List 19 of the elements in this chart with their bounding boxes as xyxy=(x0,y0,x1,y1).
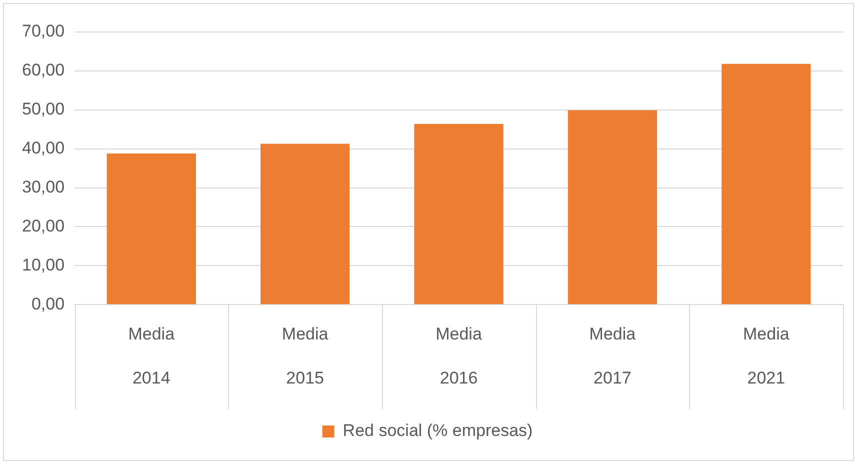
category-label: Media 2017 xyxy=(589,324,636,388)
category-label: Media 2014 xyxy=(128,324,175,388)
category-label: Media 2015 xyxy=(282,324,328,388)
legend-label: Red social (% empresas) xyxy=(342,421,533,440)
bar xyxy=(260,144,350,304)
y-tick-label: 0,00 xyxy=(31,294,65,314)
y-tick-label: 30,00 xyxy=(22,177,65,196)
y-tick-label: 20,00 xyxy=(22,216,65,236)
bar xyxy=(414,124,504,304)
bar xyxy=(568,110,658,304)
bar xyxy=(106,154,196,304)
category-label: Media 2016 xyxy=(436,324,482,388)
y-tick-label: 10,00 xyxy=(22,255,65,274)
y-tick-label: 60,00 xyxy=(22,60,65,80)
bar xyxy=(722,64,811,304)
y-tick-label: 70,00 xyxy=(22,22,65,41)
y-tick-label: 40,00 xyxy=(22,138,65,158)
category-label: Media 2021 xyxy=(743,324,790,388)
y-tick-label: 50,00 xyxy=(22,100,65,119)
